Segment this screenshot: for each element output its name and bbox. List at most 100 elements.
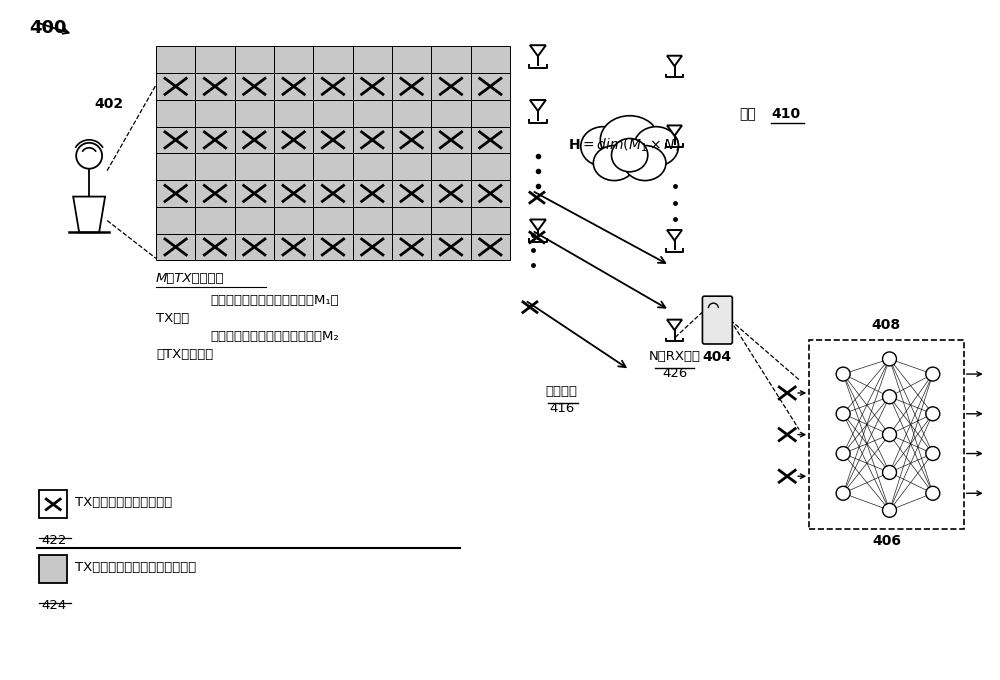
Bar [471,153,510,180]
Circle shape [883,390,896,404]
Text: 410: 410 [771,107,800,121]
Circle shape [926,367,940,381]
Ellipse shape [581,126,625,166]
Bar [274,73,313,100]
Bar [235,153,274,180]
Bar [235,100,274,126]
Bar [156,180,195,207]
Text: 个TX虚拟端口: 个TX虚拟端口 [156,348,213,361]
Circle shape [836,486,850,500]
Bar [235,207,274,233]
Bar [392,207,431,233]
Text: TX端口（传输导频信号）: TX端口（传输导频信号） [75,496,172,509]
Bar [39,555,67,583]
Bar [235,46,274,73]
Bar [313,73,353,100]
Bar [431,126,471,153]
Bar [431,73,471,100]
FancyBboxPatch shape [809,340,964,529]
Circle shape [836,447,850,460]
Bar [156,233,195,260]
Bar [274,100,313,126]
Polygon shape [667,230,682,241]
Bar [156,100,195,126]
Bar [235,180,274,207]
FancyBboxPatch shape [702,296,732,344]
Circle shape [883,503,896,517]
Bar [353,233,392,260]
Circle shape [926,447,940,460]
Bar [471,100,510,126]
Ellipse shape [634,126,679,166]
Text: 422: 422 [41,534,67,547]
Bar [431,46,471,73]
Bar [392,73,431,100]
Bar [313,207,353,233]
Bar [392,100,431,126]
Bar [313,100,353,126]
Bar [353,207,392,233]
Bar [431,180,471,207]
Bar [156,126,195,153]
Bar [156,207,195,233]
Circle shape [926,486,940,500]
Bar [392,46,431,73]
Polygon shape [530,100,546,111]
Bar [313,153,353,180]
Bar [313,180,353,207]
Polygon shape [667,56,682,66]
Bar [392,126,431,153]
Bar [471,180,510,207]
Text: 424: 424 [41,599,67,612]
Bar [471,207,510,233]
Text: M个TX天线端口: M个TX天线端口 [156,272,225,286]
Circle shape [836,407,850,421]
Bar [195,153,235,180]
Text: N个RX天线: N个RX天线 [649,350,701,363]
Bar [235,73,274,100]
Circle shape [836,367,850,381]
Ellipse shape [593,146,635,181]
Bar [274,207,313,233]
Text: TX虚拟端口（不传输导频信号）: TX虚拟端口（不传输导频信号） [75,560,196,573]
Bar [274,126,313,153]
Bar [431,100,471,126]
Text: 配置用于物理导频信号传输的M₁个: 配置用于物理导频信号传输的M₁个 [211,294,339,307]
Bar [392,233,431,260]
Text: 408: 408 [872,318,901,332]
Bar [195,180,235,207]
Text: $\mathbf{H} = \mathit{dim}(M_1 \times N)$: $\mathbf{H} = \mathit{dim}(M_1 \times N)… [568,137,681,154]
Bar [471,46,510,73]
Text: 416: 416 [549,402,574,415]
Bar [471,126,510,153]
Bar [471,73,510,100]
Bar [431,153,471,180]
Bar [195,126,235,153]
Bar [471,233,510,260]
Bar [195,233,235,260]
Polygon shape [73,197,105,233]
Bar [353,180,392,207]
Bar [156,153,195,180]
Bar [313,126,353,153]
Text: 信道: 信道 [739,107,756,121]
Polygon shape [667,320,682,330]
Bar [313,46,353,73]
Text: 402: 402 [94,97,123,111]
Text: 导频信号: 导频信号 [546,385,578,398]
Circle shape [883,466,896,479]
Bar [235,126,274,153]
Polygon shape [667,125,682,136]
Bar [274,153,313,180]
Bar [195,46,235,73]
Polygon shape [530,45,546,56]
Bar [195,207,235,233]
Bar [353,100,392,126]
Bar [431,233,471,260]
Bar [431,207,471,233]
Ellipse shape [600,116,659,164]
Bar [353,153,392,180]
Bar [39,490,67,518]
Bar [274,46,313,73]
Text: 404: 404 [703,350,732,364]
